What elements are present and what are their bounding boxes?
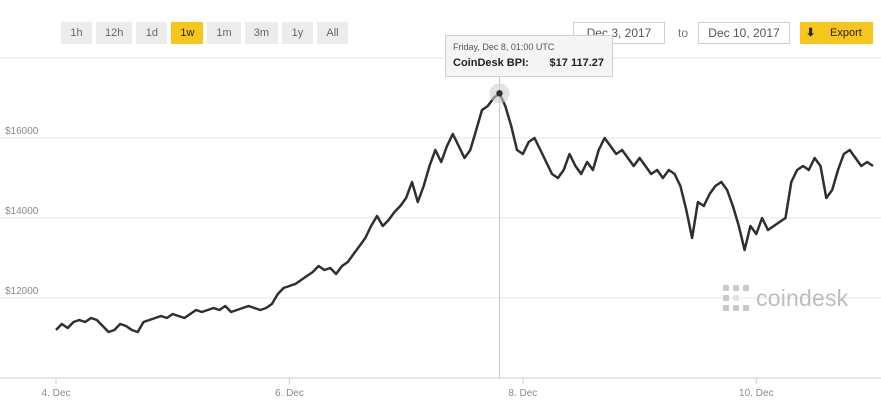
download-arrow-icon: ⬇ — [806, 27, 816, 39]
range-selector: 1h 12h 1d 1w 1m 3m 1y All — [61, 22, 348, 44]
range-button-12h[interactable]: 12h — [96, 22, 133, 44]
x-tick-label: 6. Dec — [275, 388, 304, 399]
tooltip-value: $17 117.27 — [549, 57, 604, 69]
series-line-bpi — [55, 92, 874, 334]
x-tick-label: 10. Dec — [739, 388, 773, 399]
date-to-input[interactable] — [698, 22, 790, 44]
x-tick-label: 4. Dec — [42, 388, 71, 399]
range-button-3m[interactable]: 3m — [244, 22, 278, 44]
range-button-1y[interactable]: 1y — [281, 22, 313, 44]
range-button-1h[interactable]: 1h — [61, 22, 92, 44]
x-axis-ticks: 4. Dec 6. Dec 8. Dec 10. Dec — [42, 378, 774, 399]
x-tick-label: 8. Dec — [508, 388, 537, 399]
y-tick-label: $16000 — [5, 126, 39, 137]
range-button-1w[interactable]: 1w — [171, 22, 204, 44]
y-tick-label: $12000 — [5, 286, 39, 297]
range-button-1d[interactable]: 1d — [136, 22, 168, 44]
date-range-separator: to — [678, 26, 689, 40]
y-tick-label: $14000 — [5, 206, 39, 217]
coindesk-logo-icon — [723, 285, 749, 311]
range-button-1m[interactable]: 1m — [207, 22, 241, 44]
range-button-all[interactable]: All — [316, 22, 348, 44]
tooltip-date: Friday, Dec 8, 01:00 UTC — [453, 42, 555, 52]
export-label: Export — [830, 27, 862, 39]
brand-wordmark: coindesk — [756, 284, 849, 311]
tooltip-label: CoinDesk BPI: — [453, 57, 529, 69]
grid-lines — [0, 57, 881, 379]
export-button[interactable]: ⬇ Export — [800, 22, 873, 44]
y-axis-ticks: $12000 $14000 $16000 — [5, 126, 39, 297]
coindesk-watermark: coindesk — [722, 284, 848, 312]
price-tooltip: Friday, Dec 8, 01:00 UTC CoinDesk BPI: $… — [445, 35, 613, 77]
hover-point[interactable] — [496, 90, 503, 97]
